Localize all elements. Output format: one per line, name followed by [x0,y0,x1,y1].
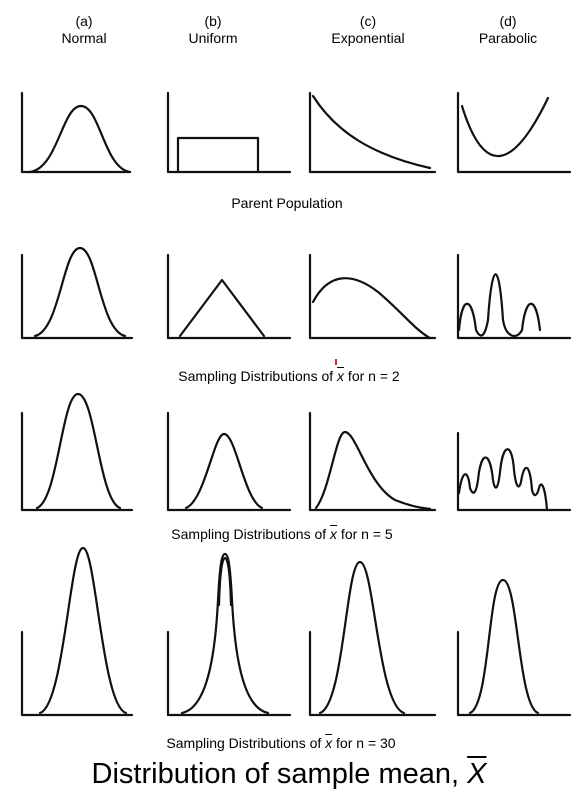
n2-normal-plot [20,246,134,340]
n30-exponential-plot [308,560,437,717]
parent-parabolic-plot [456,91,572,174]
n30-caption-prefix: Sampling Distributions of [166,735,326,751]
n5-exponential-plot [308,411,437,512]
n2-caption-symbol: x [337,368,345,384]
parent-normal-plot [20,91,132,174]
figure-title-symbol: X [467,758,487,790]
n5-caption-prefix: Sampling Distributions of [171,526,331,542]
column-d-name: Parabolic [478,30,538,46]
column-c-name: Exponential [331,30,405,46]
column-b-letter: (b) [204,13,222,29]
n2-caption: Sampling Distributions of x for n = 2 [0,368,578,384]
n5-caption: Sampling Distributions of x for n = 5 [0,526,571,542]
figure-title-text: Distribution of sample mean, [91,758,468,790]
n5-caption-symbol: x [330,526,338,542]
n30-normal-plot [20,546,134,717]
n2-caption-suffix: for n = 2 [344,368,400,384]
figure-title: Distribution of sample mean, X [0,758,578,791]
n5-uniform-plot [166,411,292,512]
red-marker [335,359,337,365]
column-b-name: Uniform [188,30,238,46]
n2-exponential-plot [308,253,437,340]
n2-parabolic-plot [456,253,572,340]
column-d-letter: (d) [499,13,517,29]
column-a-letter: (a) [75,13,93,29]
n30-uniform-plot [166,552,292,717]
n30-caption-suffix: for n = 30 [332,735,396,751]
n5-caption-suffix: for n = 5 [337,526,393,542]
n30-caption-symbol: x [325,735,333,751]
parent-uniform-plot [166,91,292,174]
n5-parabolic-plot [456,431,572,512]
n5-normal-plot [20,392,134,512]
column-a-name: Normal [61,30,107,46]
n2-uniform-plot [166,253,292,340]
parent-exponential-plot [308,91,437,174]
n30-caption: Sampling Distributions of x for n = 30 [0,735,570,751]
n2-caption-prefix: Sampling Distributions of [178,368,338,384]
parent-population-caption: Parent Population [231,195,343,211]
column-c-letter: (c) [359,13,377,29]
n30-parabolic-plot [456,578,572,717]
